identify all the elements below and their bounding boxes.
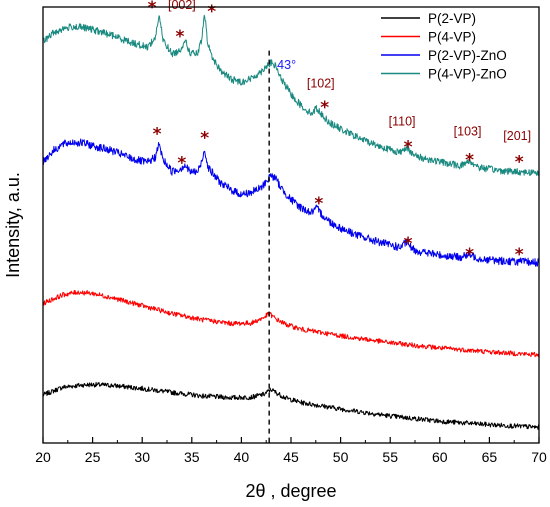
peak-marker-1: * bbox=[175, 27, 184, 47]
series-line-2 bbox=[42, 138, 540, 267]
series-line-1 bbox=[42, 289, 540, 358]
peak-marker-4: * bbox=[404, 137, 413, 157]
x-tick-label-9: 65 bbox=[482, 449, 498, 465]
peak-marker-2: * bbox=[207, 2, 216, 22]
peak-marker-8: * bbox=[177, 153, 186, 173]
series-line-0 bbox=[42, 381, 540, 430]
annotation-layer: [100][002][101][102][110][103][201]*****… bbox=[148, 0, 531, 265]
series-layer bbox=[42, 14, 540, 430]
x-tick-label-1: 25 bbox=[85, 449, 101, 465]
x-tick-label-8: 60 bbox=[432, 449, 448, 465]
legend-label-0: P(2-VP) bbox=[428, 11, 476, 26]
peak-marker-6: * bbox=[515, 153, 524, 173]
peak-marker-3: * bbox=[320, 98, 329, 118]
peak-label-1: [002] bbox=[168, 0, 196, 12]
peak-label-3: [102] bbox=[307, 77, 335, 91]
x-tick-label-5: 45 bbox=[283, 449, 299, 465]
x-tick-label-6: 50 bbox=[333, 449, 349, 465]
x-tick-label-3: 35 bbox=[184, 449, 200, 465]
reference-line-layer: 43° bbox=[268, 50, 296, 443]
series-line-3 bbox=[42, 14, 540, 176]
x-tick-label-10: 70 bbox=[531, 449, 547, 465]
x-tick-label-4: 40 bbox=[234, 449, 250, 465]
legend-label-1: P(4-VP) bbox=[428, 30, 476, 45]
peak-label-5: [103] bbox=[454, 125, 482, 139]
y-axis-title: Intensity, a.u. bbox=[3, 172, 23, 278]
x-tick-label-0: 20 bbox=[35, 449, 51, 465]
x-tick-label-2: 30 bbox=[134, 449, 150, 465]
legend-label-2: P(2-VP)-ZnO bbox=[428, 48, 507, 63]
peak-marker-0: * bbox=[148, 0, 157, 18]
peak-marker-12: * bbox=[465, 245, 474, 265]
peak-marker-5: * bbox=[465, 150, 474, 170]
peak-marker-7: * bbox=[153, 124, 162, 144]
peak-marker-13: * bbox=[515, 245, 524, 265]
legend-label-3: P(4-VP)-ZnO bbox=[428, 67, 507, 82]
x-axis-title: 2θ , degree bbox=[245, 481, 336, 501]
peak-label-4: [110] bbox=[389, 115, 416, 129]
axes-layer: 20 25 30 35 40 45 50 55 60 65 70 bbox=[35, 437, 547, 465]
peak-marker-10: * bbox=[314, 194, 323, 214]
reference-line-label: 43° bbox=[277, 58, 296, 72]
peak-marker-11: * bbox=[404, 234, 413, 254]
legend: P(2-VP) P(4-VP) P(2-VP)-ZnO P(4-VP)-ZnO bbox=[381, 11, 507, 82]
x-tick-label-7: 55 bbox=[382, 449, 398, 465]
peak-marker-9: * bbox=[200, 129, 209, 149]
peak-label-6: [201] bbox=[503, 129, 531, 143]
